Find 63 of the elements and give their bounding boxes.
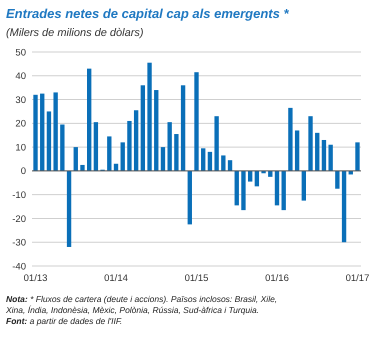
text: Font: a partir de dades de l'IIF. (6, 316, 122, 326)
y-tick-label: 30 (15, 94, 26, 106)
bar (140, 85, 146, 171)
bar (174, 134, 179, 171)
bar (154, 90, 158, 171)
bar (315, 132, 320, 171)
x-tick-label: 01/16 (265, 273, 289, 284)
y-tick-label: 0 (20, 166, 26, 178)
bar (342, 170, 346, 242)
bar (294, 130, 300, 171)
x-tick-label: 01/17 (346, 273, 370, 284)
bar (107, 136, 112, 171)
y-tick-label: -40 (12, 261, 26, 272)
bar (282, 170, 286, 210)
bar (328, 144, 333, 171)
y-tick-label: -30 (12, 238, 26, 249)
bar (33, 94, 38, 171)
bar (147, 62, 152, 171)
bar (87, 68, 92, 171)
bar (94, 122, 98, 171)
bar (322, 140, 326, 171)
y-tick-label: -20 (12, 214, 26, 225)
bar (268, 170, 272, 177)
y-tick-label: 40 (15, 71, 26, 82)
bar (194, 72, 199, 171)
bar (274, 170, 280, 206)
y-tick-label: 50 (15, 47, 26, 58)
x-tick-label: 01/14 (104, 273, 128, 284)
chart-title: Entrades netes de capital cap als emergents * (6, 6, 290, 21)
y-tick-label: -10 (12, 190, 26, 201)
bar (228, 160, 232, 171)
bar (288, 108, 293, 171)
bar (188, 170, 192, 224)
bar (335, 170, 340, 189)
x-tick-label: 01/15 (184, 273, 208, 284)
bar (60, 124, 65, 171)
chart-subtitle: (Milers de milions de dòlars) (6, 27, 144, 39)
bar (308, 116, 313, 171)
bar (127, 120, 132, 171)
bar (241, 170, 246, 210)
bar (201, 148, 206, 171)
bar (248, 170, 252, 182)
bar (40, 94, 44, 171)
bar (66, 170, 72, 247)
text: Nota: * Fluxos de cartera (deute i accions). Països inclosos: Brasil, Xile, Xina, Índia, Indonèsia, Mèxic, Polònia, Rússia, Sud-àfrica i Turquia. (5, 294, 278, 315)
bar (254, 170, 260, 186)
bar (208, 152, 212, 171)
bar (53, 92, 58, 171)
bar (74, 147, 78, 171)
bar (180, 85, 186, 171)
bar (302, 170, 306, 201)
x-tick-label: 01/13 (24, 273, 48, 284)
bar (167, 122, 172, 171)
y-tick-label: 20 (15, 118, 26, 130)
y-tick-label: 10 (15, 142, 26, 154)
bar (221, 155, 226, 171)
bar (120, 142, 125, 171)
bar (355, 142, 360, 171)
bar (234, 170, 239, 206)
bar (134, 110, 138, 171)
bar (160, 147, 166, 171)
bar (214, 116, 219, 171)
bar (46, 111, 52, 171)
